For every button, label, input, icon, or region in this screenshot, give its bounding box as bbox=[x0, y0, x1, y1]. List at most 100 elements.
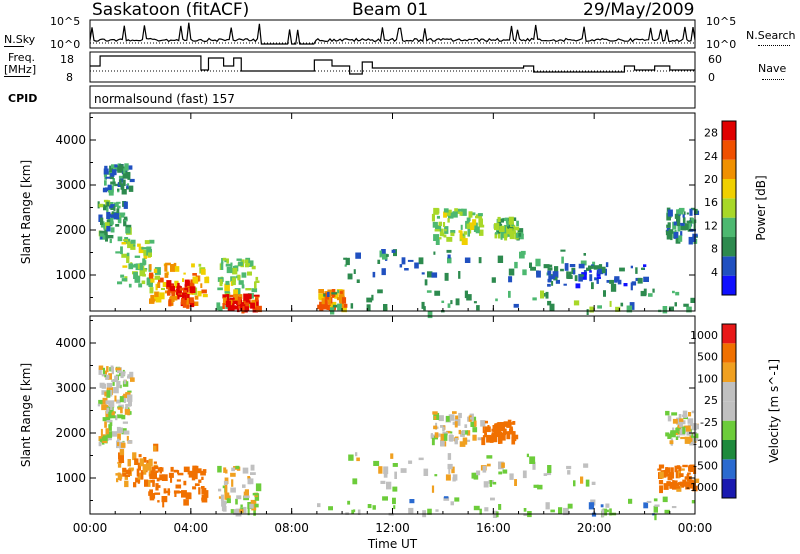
velocity-cell bbox=[512, 421, 516, 425]
power-cell bbox=[508, 276, 513, 283]
velocity-cell bbox=[392, 463, 398, 467]
velocity-cell bbox=[98, 367, 102, 375]
velocity-cell bbox=[653, 505, 658, 513]
power-cell bbox=[494, 233, 498, 239]
velocity-cell bbox=[161, 496, 168, 503]
velocity-cell bbox=[183, 499, 189, 506]
power-cell bbox=[149, 298, 155, 304]
velocity-cell bbox=[127, 459, 131, 467]
velocity-ytick-label: 1000 bbox=[55, 471, 86, 485]
power-cell bbox=[148, 280, 153, 287]
power-cell bbox=[372, 271, 376, 278]
power-cell bbox=[183, 290, 187, 293]
velocity-cell bbox=[694, 478, 700, 483]
power-cell bbox=[244, 259, 249, 264]
velocity-colorbar-frame bbox=[721, 323, 737, 499]
power-cell bbox=[192, 273, 197, 276]
power-colorbar-frame bbox=[721, 120, 737, 296]
power-cell bbox=[517, 228, 524, 236]
velocity-cell bbox=[193, 471, 198, 480]
velocity-cell bbox=[497, 422, 504, 427]
power-cell bbox=[547, 300, 552, 306]
power-cell bbox=[386, 254, 389, 257]
velocity-cell bbox=[111, 431, 118, 437]
velocity-cell bbox=[452, 421, 457, 425]
power-cell bbox=[682, 214, 685, 218]
velocity-cell bbox=[244, 489, 249, 497]
nave-label: Nave bbox=[758, 62, 787, 75]
velocity-cell bbox=[679, 418, 684, 422]
power-cell bbox=[323, 299, 328, 307]
velocity-cell bbox=[157, 500, 160, 503]
power-cell bbox=[366, 297, 373, 303]
power-cell bbox=[105, 234, 108, 242]
power-cell bbox=[229, 297, 235, 300]
power-cell bbox=[185, 294, 190, 301]
power-cell bbox=[446, 249, 452, 253]
velocity-cell bbox=[187, 472, 190, 475]
velocity-cell bbox=[676, 465, 681, 470]
velocity-cell bbox=[177, 472, 184, 476]
power-cell bbox=[201, 289, 207, 294]
velocity-cell bbox=[454, 497, 460, 502]
power-cell bbox=[117, 188, 120, 191]
velocity-cell bbox=[254, 503, 259, 508]
power-colorbar-segment bbox=[722, 159, 736, 179]
power-cell bbox=[173, 266, 180, 272]
power-cell bbox=[344, 264, 347, 267]
power-cell bbox=[134, 255, 141, 258]
power-cell bbox=[466, 294, 472, 301]
power-ytick-label: 3000 bbox=[55, 178, 86, 192]
velocity-cell bbox=[382, 496, 388, 501]
power-cell bbox=[588, 265, 594, 269]
velocity-cell bbox=[669, 472, 674, 477]
velocity-cell bbox=[122, 472, 127, 477]
velocity-cell bbox=[690, 422, 693, 427]
power-cell bbox=[169, 296, 175, 302]
velocity-cell bbox=[682, 479, 686, 487]
power-cell bbox=[110, 214, 117, 218]
velocity-cell bbox=[125, 469, 131, 475]
velocity-cell bbox=[230, 472, 236, 477]
power-cell bbox=[513, 303, 519, 308]
power-cell bbox=[601, 266, 606, 274]
velocity-cell bbox=[502, 433, 507, 436]
velocity-cell bbox=[242, 467, 249, 474]
velocity-cell bbox=[474, 420, 477, 427]
power-cell bbox=[245, 300, 251, 303]
velocity-cell bbox=[495, 433, 502, 437]
velocity-cell bbox=[383, 466, 389, 475]
velocity-cell bbox=[523, 513, 529, 516]
velocity-cell bbox=[183, 466, 190, 473]
power-cell bbox=[106, 171, 113, 175]
power-cell bbox=[106, 207, 109, 212]
power-cell bbox=[164, 264, 168, 272]
power-cell bbox=[447, 257, 452, 264]
velocity-cell bbox=[111, 411, 115, 418]
power-cell bbox=[675, 291, 680, 296]
velocity-cell bbox=[186, 492, 191, 498]
power-cell bbox=[447, 254, 451, 259]
velocity-cell bbox=[443, 433, 448, 441]
velocity-cell bbox=[152, 479, 155, 487]
power-cell bbox=[684, 223, 690, 231]
power-cell bbox=[476, 305, 480, 311]
power-cell bbox=[138, 246, 144, 254]
power-cell bbox=[594, 277, 597, 281]
power-cell bbox=[120, 183, 125, 190]
velocity-cell bbox=[125, 474, 130, 477]
velocity-cell bbox=[153, 471, 157, 479]
power-heatmap bbox=[97, 163, 700, 319]
velocity-cell bbox=[675, 427, 679, 434]
power-cell bbox=[504, 233, 508, 241]
velocity-cell bbox=[427, 508, 432, 515]
power-cell bbox=[513, 228, 516, 231]
velocity-cell bbox=[367, 504, 372, 509]
velocity-cell bbox=[250, 464, 255, 471]
power-cell bbox=[165, 262, 171, 266]
velocity-cell bbox=[175, 484, 182, 489]
power-cell bbox=[459, 211, 463, 216]
nsearch-tick-high: 10^5 bbox=[706, 15, 737, 28]
power-cell bbox=[433, 207, 439, 215]
power-cell bbox=[339, 294, 344, 303]
